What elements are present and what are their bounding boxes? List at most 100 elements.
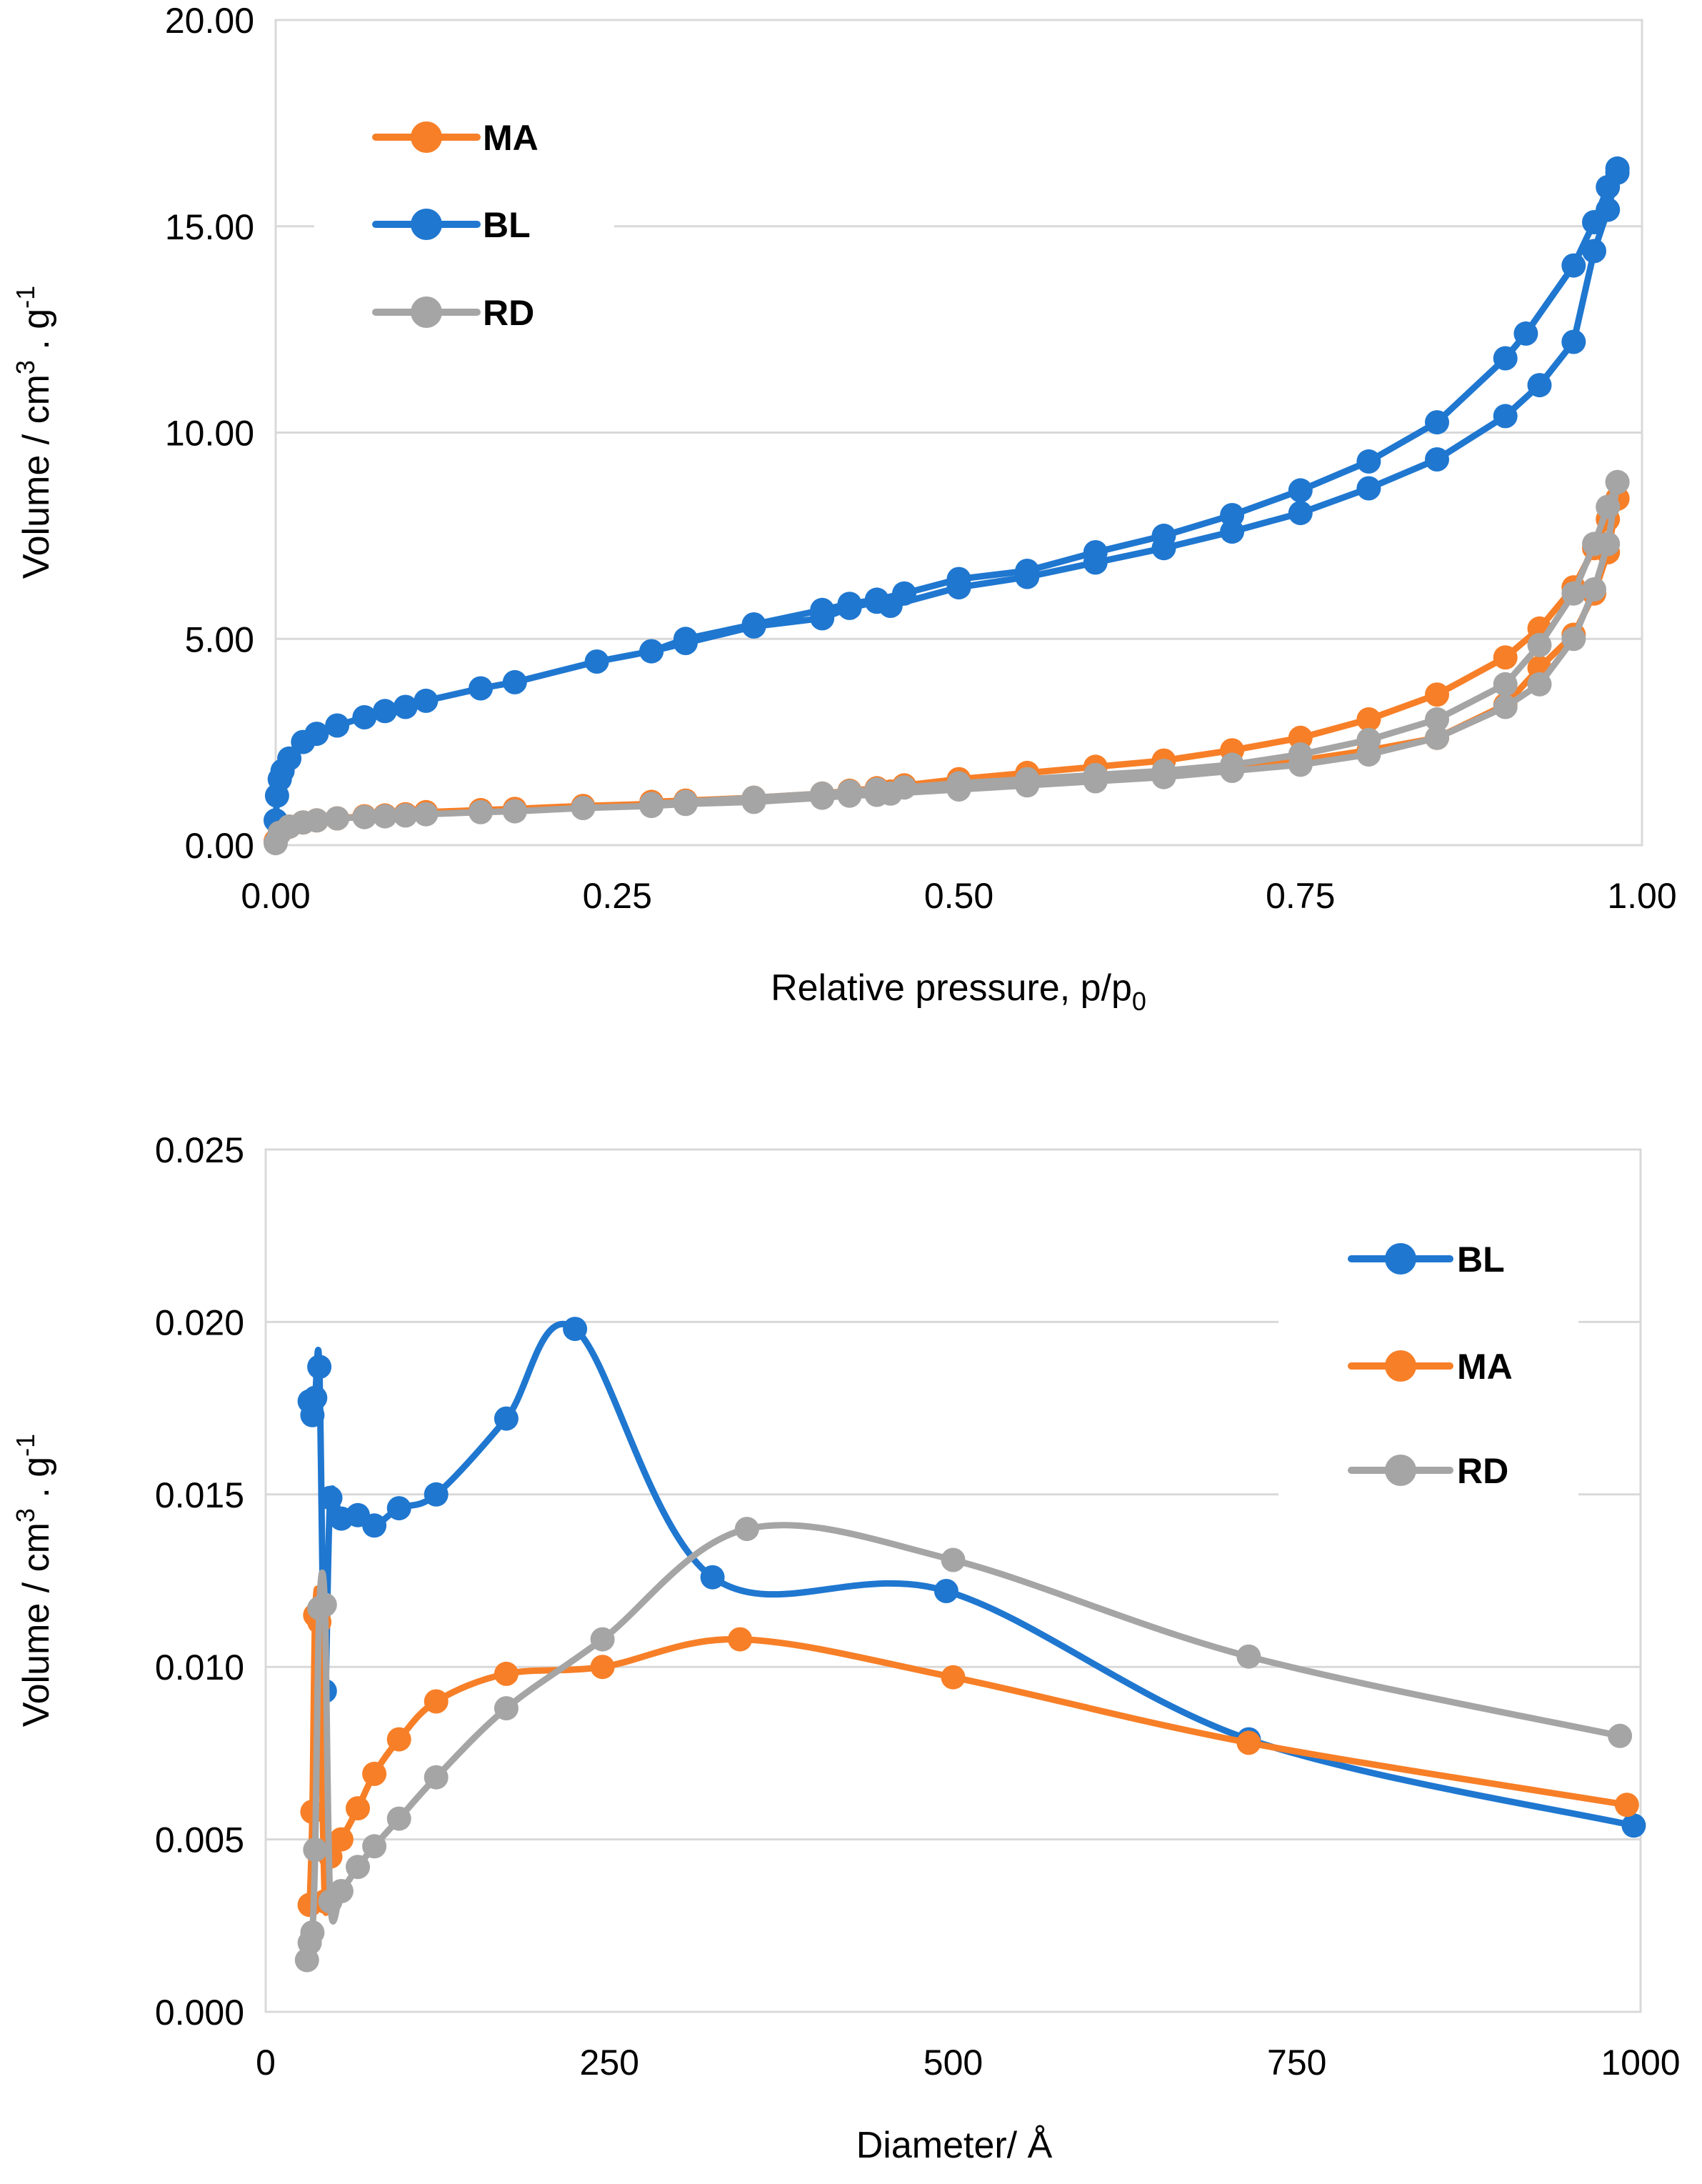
- bl-adsorption-point: [1582, 239, 1606, 264]
- rd-adsorption-point: [469, 799, 493, 824]
- rd-desorption-point: [946, 771, 971, 796]
- bl-desorption-point: [1356, 449, 1381, 474]
- bl-adsorption-point: [1493, 404, 1518, 429]
- rd-desorption-point: [1288, 742, 1313, 767]
- rd-adsorption-point: [1493, 694, 1518, 719]
- ma-line-point: [494, 1661, 519, 1686]
- bl-desorption-point: [1015, 559, 1040, 583]
- legend-label-rd: RD: [1457, 1451, 1508, 1491]
- legend-entry-bl: BL: [1348, 1240, 1505, 1280]
- isotherm-x-axis-label: Relative pressure, p/p0: [771, 967, 1146, 1016]
- bl-adsorption-point: [1561, 329, 1586, 354]
- rd-line-point: [941, 1547, 966, 1572]
- legend-entry-bl: BL: [372, 205, 531, 245]
- x-tick-label-4: 1.00: [1607, 876, 1676, 916]
- isotherm-x-axis-label-subscript: 0: [1132, 987, 1146, 1016]
- bl-desorption-point: [837, 592, 862, 617]
- rd-desorption-line: [648, 479, 1621, 807]
- rd-line-line: [304, 1522, 1623, 1964]
- legend-marker-rd: [411, 296, 442, 328]
- isotherm-y-axis-label: Volume / cm3 . g-1: [11, 286, 57, 579]
- bl-adsorption-point: [352, 705, 377, 729]
- rd-adsorption-line: [272, 479, 1621, 847]
- ma-desorption-point: [1425, 682, 1449, 707]
- bl-adsorption-point: [325, 713, 350, 738]
- rd-desorption-point: [1425, 707, 1449, 732]
- ma-line-point: [941, 1665, 966, 1690]
- rd-line-point: [1236, 1644, 1261, 1669]
- bl-adsorption-point: [1425, 447, 1449, 472]
- rd-desorption-point: [1582, 532, 1606, 557]
- bl-line-point: [933, 1579, 958, 1603]
- pore-size-legend: BL MA RD: [1278, 1215, 1578, 1522]
- bl-desorption-point: [864, 587, 889, 612]
- y-tick-label-0: 0.000: [155, 1993, 244, 2033]
- bl-line-point: [700, 1565, 725, 1590]
- rd-line-point: [1608, 1723, 1633, 1748]
- rd-desorption-point: [639, 792, 664, 817]
- legend-label-ma: MA: [483, 118, 539, 158]
- rd-line-point: [329, 1879, 354, 1903]
- x-tick-label-3: 750: [1267, 2043, 1326, 2083]
- ma-line-point: [329, 1827, 354, 1852]
- isotherm-plot-frame: [274, 19, 1643, 847]
- y-tick-label-5: 0.025: [155, 1130, 244, 1170]
- rd-desorption-point: [1561, 581, 1586, 606]
- bl-desorption-point: [639, 639, 664, 664]
- rd-line-point: [312, 1592, 337, 1617]
- bl-adsorption-point: [304, 722, 329, 747]
- isotherm-legend: MA BL RD: [314, 106, 614, 341]
- bl-desorption-point: [1513, 321, 1538, 346]
- y-tick-label-2: 10.00: [165, 414, 254, 454]
- rd-adsorption-point: [373, 804, 397, 829]
- legend-label-rd: RD: [483, 293, 534, 333]
- legend-entry-rd: RD: [1348, 1451, 1508, 1491]
- y-tick-label-0: 0.00: [185, 826, 254, 866]
- pore-size-y-axis-label: Volume / cm3 . g-1: [11, 1434, 57, 1727]
- y-tick-label-3: 0.015: [155, 1475, 244, 1515]
- pore-size-series: [294, 1317, 1646, 1973]
- rd-desorption-point: [1220, 752, 1245, 777]
- rd-desorption-point: [1493, 672, 1518, 697]
- bl-desorption-point: [946, 567, 971, 592]
- series-rd: [264, 469, 1630, 856]
- rd-line-point: [590, 1627, 615, 1652]
- rd-line-point: [303, 1838, 328, 1863]
- bl-adsorption-point: [277, 746, 302, 771]
- rd-desorption-point: [837, 779, 862, 804]
- bl-desorption-point: [673, 627, 698, 652]
- ma-line-point: [728, 1627, 753, 1652]
- rd-desorption-point: [1151, 759, 1176, 783]
- bl-desorption-point: [1220, 503, 1245, 527]
- bl-line-point: [386, 1496, 411, 1521]
- y-tick-label-1: 5.00: [185, 619, 254, 659]
- pore-size-x-ticks: 0 250 500 750 1000: [256, 2043, 1681, 2083]
- bl-desorption-point: [1425, 410, 1449, 435]
- legend-marker-bl: [1385, 1243, 1416, 1275]
- bl-desorption-point: [1582, 210, 1606, 234]
- rd-desorption-point: [1596, 494, 1621, 519]
- ma-line-point: [424, 1689, 449, 1714]
- bl-adsorption-point: [584, 649, 609, 674]
- ma-line-point: [1236, 1730, 1261, 1755]
- bl-adsorption-point: [414, 688, 439, 713]
- pore-size-plot-frame: [264, 1148, 1642, 2013]
- legend-entry-rd: RD: [372, 293, 534, 333]
- bl-line-point: [318, 1485, 343, 1510]
- legend-marker-ma: [411, 121, 442, 153]
- bl-adsorption-point: [393, 694, 418, 719]
- rd-desorption-point: [673, 789, 698, 814]
- x-tick-label-1: 250: [580, 2043, 639, 2083]
- ma-line-point: [300, 1800, 325, 1824]
- rd-desorption-point: [1605, 469, 1630, 494]
- ma-desorption-point: [1493, 645, 1518, 670]
- ma-line-point: [346, 1796, 370, 1821]
- bl-line-point: [303, 1385, 328, 1410]
- bl-line-line: [306, 1320, 1637, 1829]
- bl-line-point: [307, 1355, 332, 1380]
- rd-line-point: [386, 1806, 411, 1831]
- bl-adsorption-point: [1527, 373, 1552, 398]
- rd-desorption-point: [1356, 727, 1381, 752]
- series-ma: [264, 486, 1630, 854]
